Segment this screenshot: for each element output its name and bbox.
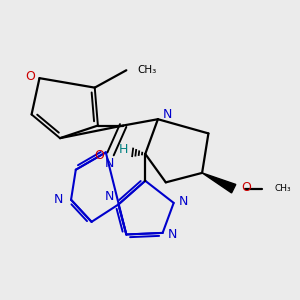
Text: O: O	[25, 70, 35, 83]
Text: N: N	[163, 108, 172, 121]
Text: N: N	[104, 190, 114, 203]
Text: CH₃: CH₃	[275, 184, 291, 193]
Text: N: N	[178, 195, 188, 208]
Text: N: N	[54, 193, 63, 206]
Text: O: O	[242, 181, 251, 194]
Text: N: N	[167, 228, 177, 241]
Text: O: O	[94, 149, 104, 162]
Polygon shape	[202, 173, 236, 193]
Text: CH₃: CH₃	[137, 65, 157, 75]
Text: H: H	[118, 143, 128, 156]
Text: N: N	[104, 157, 114, 170]
